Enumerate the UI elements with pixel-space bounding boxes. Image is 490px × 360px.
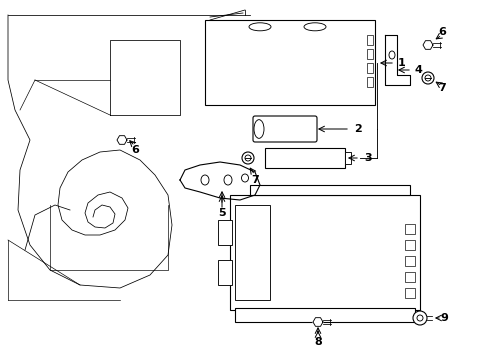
Bar (405, 272, 415, 282)
Text: 2: 2 (354, 124, 362, 134)
Bar (345, 152, 351, 164)
Bar (367, 49, 373, 59)
Bar (230, 195, 420, 310)
Bar (405, 240, 415, 250)
Text: 4: 4 (414, 65, 422, 75)
Polygon shape (385, 35, 410, 85)
Bar (367, 77, 373, 87)
Bar (265, 148, 345, 168)
FancyBboxPatch shape (253, 116, 317, 142)
Ellipse shape (254, 120, 264, 138)
Bar (405, 256, 415, 266)
Bar (205, 20, 375, 105)
Ellipse shape (304, 23, 326, 31)
Text: 6: 6 (131, 145, 139, 155)
Circle shape (242, 152, 254, 164)
Ellipse shape (224, 175, 232, 185)
Text: 6: 6 (438, 27, 446, 37)
Bar (367, 63, 373, 73)
Bar (218, 260, 232, 285)
Circle shape (413, 311, 427, 325)
Text: 7: 7 (251, 175, 259, 185)
Polygon shape (180, 162, 260, 200)
Bar (250, 185, 410, 195)
Text: 5: 5 (218, 208, 226, 218)
Ellipse shape (389, 51, 395, 59)
Polygon shape (117, 136, 127, 144)
Circle shape (417, 315, 423, 321)
Text: 1: 1 (398, 58, 406, 68)
Circle shape (422, 72, 434, 84)
Text: 3: 3 (364, 153, 372, 163)
Bar (405, 224, 415, 234)
Bar (405, 288, 415, 298)
Bar (235, 308, 415, 322)
Ellipse shape (201, 175, 209, 185)
Text: 7: 7 (438, 83, 446, 93)
Ellipse shape (242, 174, 248, 182)
Text: 8: 8 (314, 337, 322, 347)
Text: 9: 9 (440, 313, 448, 323)
Bar (367, 35, 373, 45)
Circle shape (245, 155, 251, 161)
Bar (218, 220, 232, 245)
Polygon shape (423, 41, 433, 49)
Ellipse shape (249, 23, 271, 31)
Circle shape (425, 75, 431, 81)
Bar (235, 205, 270, 300)
Polygon shape (313, 318, 323, 326)
